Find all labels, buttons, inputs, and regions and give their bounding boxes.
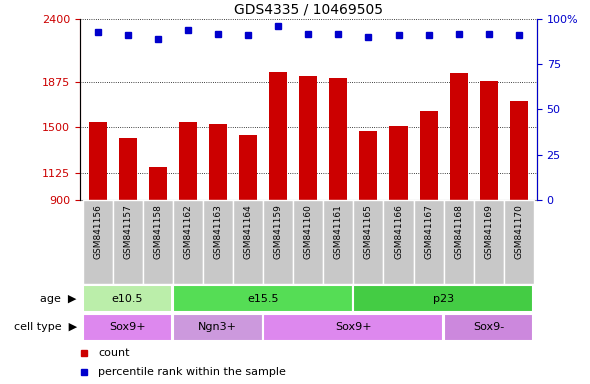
Text: GSM841170: GSM841170 xyxy=(514,204,523,259)
Bar xyxy=(299,76,317,200)
Bar xyxy=(209,124,227,200)
Text: GSM841169: GSM841169 xyxy=(484,204,493,259)
Text: GSM841162: GSM841162 xyxy=(183,204,192,259)
Text: Sox9+: Sox9+ xyxy=(335,322,372,333)
Text: GSM841160: GSM841160 xyxy=(304,204,313,259)
Bar xyxy=(263,200,293,284)
Text: GSM841167: GSM841167 xyxy=(424,204,433,259)
Text: Sox9+: Sox9+ xyxy=(109,322,146,333)
Bar xyxy=(83,313,172,341)
Bar xyxy=(480,81,498,200)
Bar xyxy=(113,200,143,284)
Text: GSM841165: GSM841165 xyxy=(364,204,373,259)
Text: GSM841156: GSM841156 xyxy=(93,204,102,259)
Text: e15.5: e15.5 xyxy=(247,293,278,304)
Bar xyxy=(359,131,378,200)
Bar xyxy=(269,72,287,200)
Text: percentile rank within the sample: percentile rank within the sample xyxy=(98,367,286,377)
Bar xyxy=(173,313,263,341)
Bar xyxy=(119,138,137,200)
Text: GSM841157: GSM841157 xyxy=(123,204,132,259)
Bar xyxy=(474,200,504,284)
Title: GDS4335 / 10469505: GDS4335 / 10469505 xyxy=(234,3,383,17)
Bar xyxy=(444,313,533,341)
Bar xyxy=(389,126,408,200)
Bar xyxy=(444,200,474,284)
Text: cell type  ▶: cell type ▶ xyxy=(14,322,77,333)
Bar xyxy=(173,200,203,284)
Text: GSM841166: GSM841166 xyxy=(394,204,403,259)
Bar xyxy=(239,135,257,200)
Text: GSM841159: GSM841159 xyxy=(274,204,283,259)
Text: count: count xyxy=(98,348,129,358)
Text: e10.5: e10.5 xyxy=(112,293,143,304)
Bar xyxy=(233,200,263,284)
Bar xyxy=(414,200,444,284)
Bar xyxy=(263,313,443,341)
Text: GSM841163: GSM841163 xyxy=(214,204,222,259)
Text: Sox9-: Sox9- xyxy=(473,322,504,333)
Text: p23: p23 xyxy=(433,293,454,304)
Text: GSM841161: GSM841161 xyxy=(334,204,343,259)
Text: age  ▶: age ▶ xyxy=(40,293,77,304)
Bar xyxy=(450,73,468,200)
Bar xyxy=(323,200,353,284)
Text: GSM841168: GSM841168 xyxy=(454,204,463,259)
Bar xyxy=(83,285,172,313)
Bar xyxy=(329,78,348,200)
Text: Ngn3+: Ngn3+ xyxy=(198,322,237,333)
Bar xyxy=(353,285,533,313)
Bar xyxy=(353,200,384,284)
Bar xyxy=(149,167,167,200)
Bar xyxy=(143,200,173,284)
Bar xyxy=(510,101,528,200)
Bar xyxy=(203,200,233,284)
Bar xyxy=(83,200,113,284)
Bar xyxy=(384,200,414,284)
Bar xyxy=(419,111,438,200)
Bar xyxy=(504,200,534,284)
Bar xyxy=(293,200,323,284)
Bar xyxy=(88,122,107,200)
Bar xyxy=(179,122,197,200)
Text: GSM841158: GSM841158 xyxy=(153,204,162,259)
Text: GSM841164: GSM841164 xyxy=(244,204,253,259)
Bar xyxy=(173,285,353,313)
